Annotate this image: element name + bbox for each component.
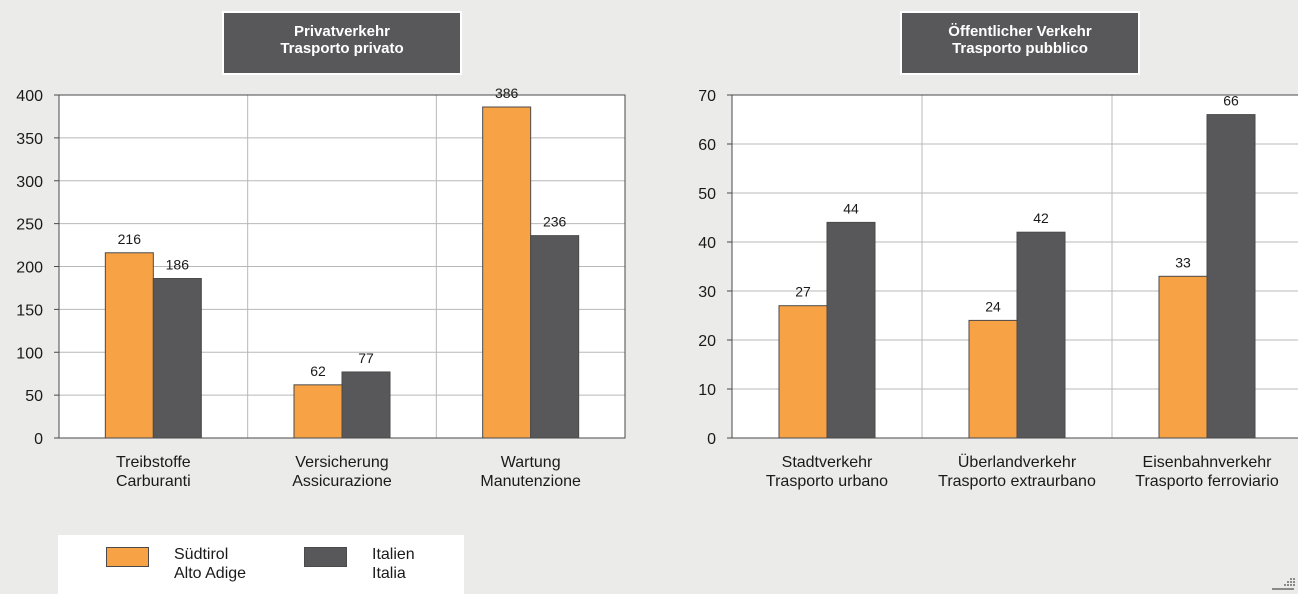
bar [1206, 114, 1256, 439]
x-category-label: Wartung [501, 454, 561, 471]
data-label: 216 [118, 231, 142, 247]
x-category-label: Treibstoffe [116, 454, 191, 471]
bar [968, 319, 1018, 439]
data-label: 77 [358, 350, 374, 366]
bar [482, 106, 532, 439]
bar [530, 235, 580, 439]
y-tick-label: 70 [698, 88, 716, 105]
chart-title-background [222, 11, 462, 75]
bar [1158, 275, 1208, 439]
legend-label-sudtirol-de: Südtirol [174, 546, 229, 563]
y-tick-label: 20 [698, 333, 716, 350]
bar [341, 371, 391, 439]
bar [826, 221, 876, 439]
x-category-label: Carburanti [116, 473, 191, 490]
data-label: 33 [1175, 254, 1191, 270]
chart-title-line: Öffentlicher Verkehr [948, 23, 1092, 40]
legend-swatch-sudtirol [106, 547, 149, 567]
x-category-label: Stadtverkehr [782, 454, 873, 471]
y-tick-label: 50 [698, 186, 716, 203]
data-label: 44 [843, 200, 859, 216]
y-tick-label: 300 [16, 174, 43, 191]
x-category-label: Assicurazione [292, 473, 392, 490]
y-tick-label: 350 [16, 131, 43, 148]
bar [778, 305, 828, 439]
y-tick-label: 250 [16, 217, 43, 234]
legend-label-italien-de: Italien [372, 546, 415, 563]
y-tick-label: 10 [698, 382, 716, 399]
chart-title-line: Privatverkehr [294, 23, 390, 40]
y-tick-label: 400 [16, 88, 43, 105]
legend-label-sudtirol-it: Alto Adige [174, 565, 247, 582]
data-label: 62 [310, 363, 326, 379]
y-tick-label: 200 [16, 260, 43, 277]
legend-label-sudtirol: Südtirol Alto Adige [174, 545, 246, 583]
y-tick-label: 50 [25, 388, 43, 405]
x-category-label: Trasporto urbano [766, 473, 888, 490]
chart-title-line: Trasporto pubblico [952, 40, 1088, 57]
legend: Südtirol Alto Adige Italien Italia [58, 535, 464, 594]
bar [1016, 231, 1066, 439]
bar [104, 252, 154, 439]
bar [152, 278, 202, 439]
x-category-label: Trasporto extraurbano [938, 473, 1096, 490]
corner-logo-mark [1272, 578, 1295, 590]
legend-label-italien-it: Italia [372, 565, 406, 582]
data-label: 27 [795, 284, 811, 300]
data-label: 386 [495, 85, 519, 101]
legend-label-italien: Italien Italia [372, 545, 415, 583]
x-category-label: Manutenzione [480, 473, 581, 490]
y-tick-label: 30 [698, 284, 716, 301]
bar [293, 384, 343, 439]
y-tick-label: 40 [698, 235, 716, 252]
data-label: 236 [543, 214, 567, 230]
y-tick-label: 100 [16, 345, 43, 362]
x-category-label: Überlandverkehr [958, 453, 1077, 471]
y-tick-label: 0 [34, 431, 43, 448]
data-label: 42 [1033, 210, 1049, 226]
chart-title-line: Trasporto privato [280, 40, 403, 57]
data-label: 66 [1223, 93, 1239, 109]
x-category-label: Versicherung [295, 454, 388, 471]
legend-swatch-italien [304, 547, 347, 567]
chart-title-background [900, 11, 1140, 75]
x-category-label: Trasporto ferroviario [1135, 473, 1279, 490]
y-tick-label: 60 [698, 137, 716, 154]
y-tick-label: 150 [16, 302, 43, 319]
x-category-label: Eisenbahnverkehr [1143, 454, 1273, 471]
y-tick-label: 0 [707, 431, 716, 448]
data-label: 186 [166, 257, 190, 273]
data-label: 24 [985, 298, 1001, 314]
